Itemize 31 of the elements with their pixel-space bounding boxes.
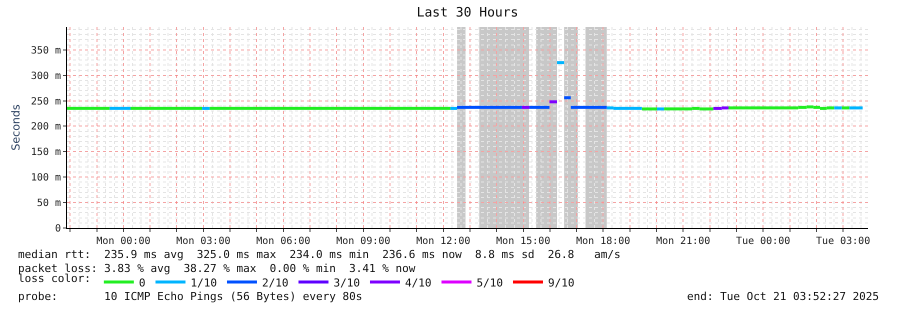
x-tick-label: Tue 00:00 xyxy=(736,236,790,247)
y-tick-label: 100 m xyxy=(30,172,61,184)
y-tick-label: 0 xyxy=(54,224,61,234)
x-tick-label: Mon 09:00 xyxy=(336,236,390,247)
x-tick-label: Mon 12:00 xyxy=(416,236,470,247)
x-tick-label: Mon 03:00 xyxy=(176,236,230,247)
legend-label: 1/10 xyxy=(190,276,217,290)
x-tick-label: Mon 18:00 xyxy=(576,236,630,247)
y-tick-label: 200 m xyxy=(30,122,61,133)
legend-label: 0 xyxy=(138,276,146,290)
legend-label: 3/10 xyxy=(333,276,360,290)
text: median rtt: 235.9 ms avg 325.0 ms max 234.0 ms min 236.6 ms now 8.8 ms sd 26.8 am/s xyxy=(18,248,621,261)
y-tick-label: 350 m xyxy=(30,45,61,56)
legend-label: 5/10 xyxy=(476,276,503,290)
text: end: Tue Oct 21 03:52:27 2025 xyxy=(687,290,880,303)
x-tick-label: Mon 06:00 xyxy=(256,236,310,247)
y-tick-label: 300 m xyxy=(30,70,61,82)
legend-label: 2/10 xyxy=(262,276,288,290)
x-tick-label: Mon 15:00 xyxy=(496,236,550,247)
y-tick-label: 150 m xyxy=(30,147,61,158)
chart-title: Last 30 Hours xyxy=(416,6,518,21)
y-tick-label: 250 m xyxy=(30,96,61,108)
x-tick-label: Mon 21:00 xyxy=(656,236,710,247)
legend-label: 4/10 xyxy=(404,276,432,290)
text: packet loss: 3.83 % avg 38.27 % max 0.00 % min 3.41 % now xyxy=(18,262,416,275)
y-tick-label: 50 m xyxy=(36,198,61,210)
x-tick-label: Mon 00:00 xyxy=(96,236,151,247)
legend-label: 9/10 xyxy=(548,276,574,290)
y-axis-title: Seconds xyxy=(10,104,23,151)
text: probe: 10 ICMP Echo Pings (56 Bytes) every 80s xyxy=(18,290,362,303)
x-tick-label: Tue 03:00 xyxy=(816,236,870,247)
